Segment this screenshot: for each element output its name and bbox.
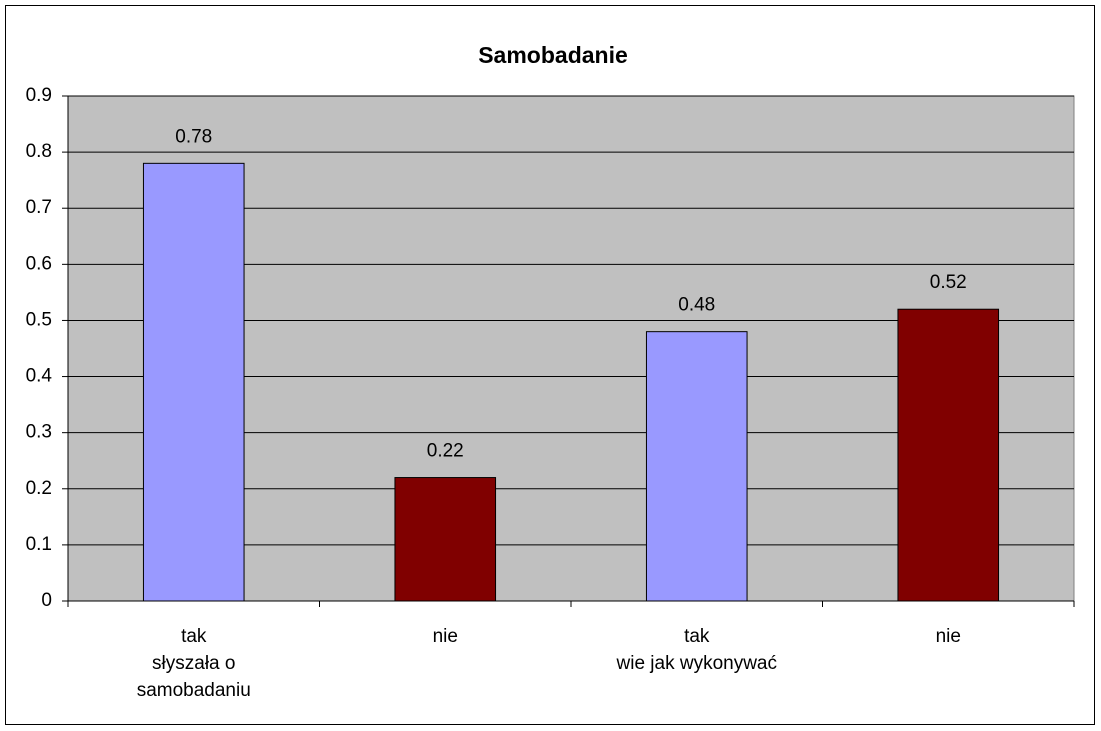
y-tick-label: 0.8 xyxy=(26,141,52,162)
x-tick-label: tak xyxy=(684,626,710,647)
x-tick-label: słyszała o xyxy=(152,653,235,674)
x-tick-label: samobadaniu xyxy=(137,680,251,701)
x-tick-label: wie jak wykonywać xyxy=(616,653,778,674)
x-tick-label: nie xyxy=(433,626,458,647)
y-tick-label: 0.6 xyxy=(26,253,52,274)
value-label: 0.78 xyxy=(175,126,212,147)
y-tick-label: 0.4 xyxy=(26,366,53,387)
bar xyxy=(897,308,1000,602)
value-label: 0.48 xyxy=(678,295,715,316)
value-label: 0.52 xyxy=(930,272,967,293)
y-tick-label: 0.9 xyxy=(26,85,52,106)
bar xyxy=(645,331,748,602)
y-tick-label: 0.5 xyxy=(26,309,52,330)
y-tick-label: 0 xyxy=(41,590,52,611)
chart-title: Samobadanie xyxy=(478,42,628,68)
y-tick-label: 0.2 xyxy=(26,478,52,499)
y-tick-label: 0.3 xyxy=(26,422,52,443)
y-tick-label: 0.1 xyxy=(26,534,52,555)
x-tick-label: nie xyxy=(936,626,961,647)
bar xyxy=(394,477,497,602)
bar xyxy=(142,162,245,602)
value-label: 0.22 xyxy=(427,441,464,462)
y-tick-label: 0.7 xyxy=(26,197,52,218)
x-tick-label: tak xyxy=(181,626,207,647)
